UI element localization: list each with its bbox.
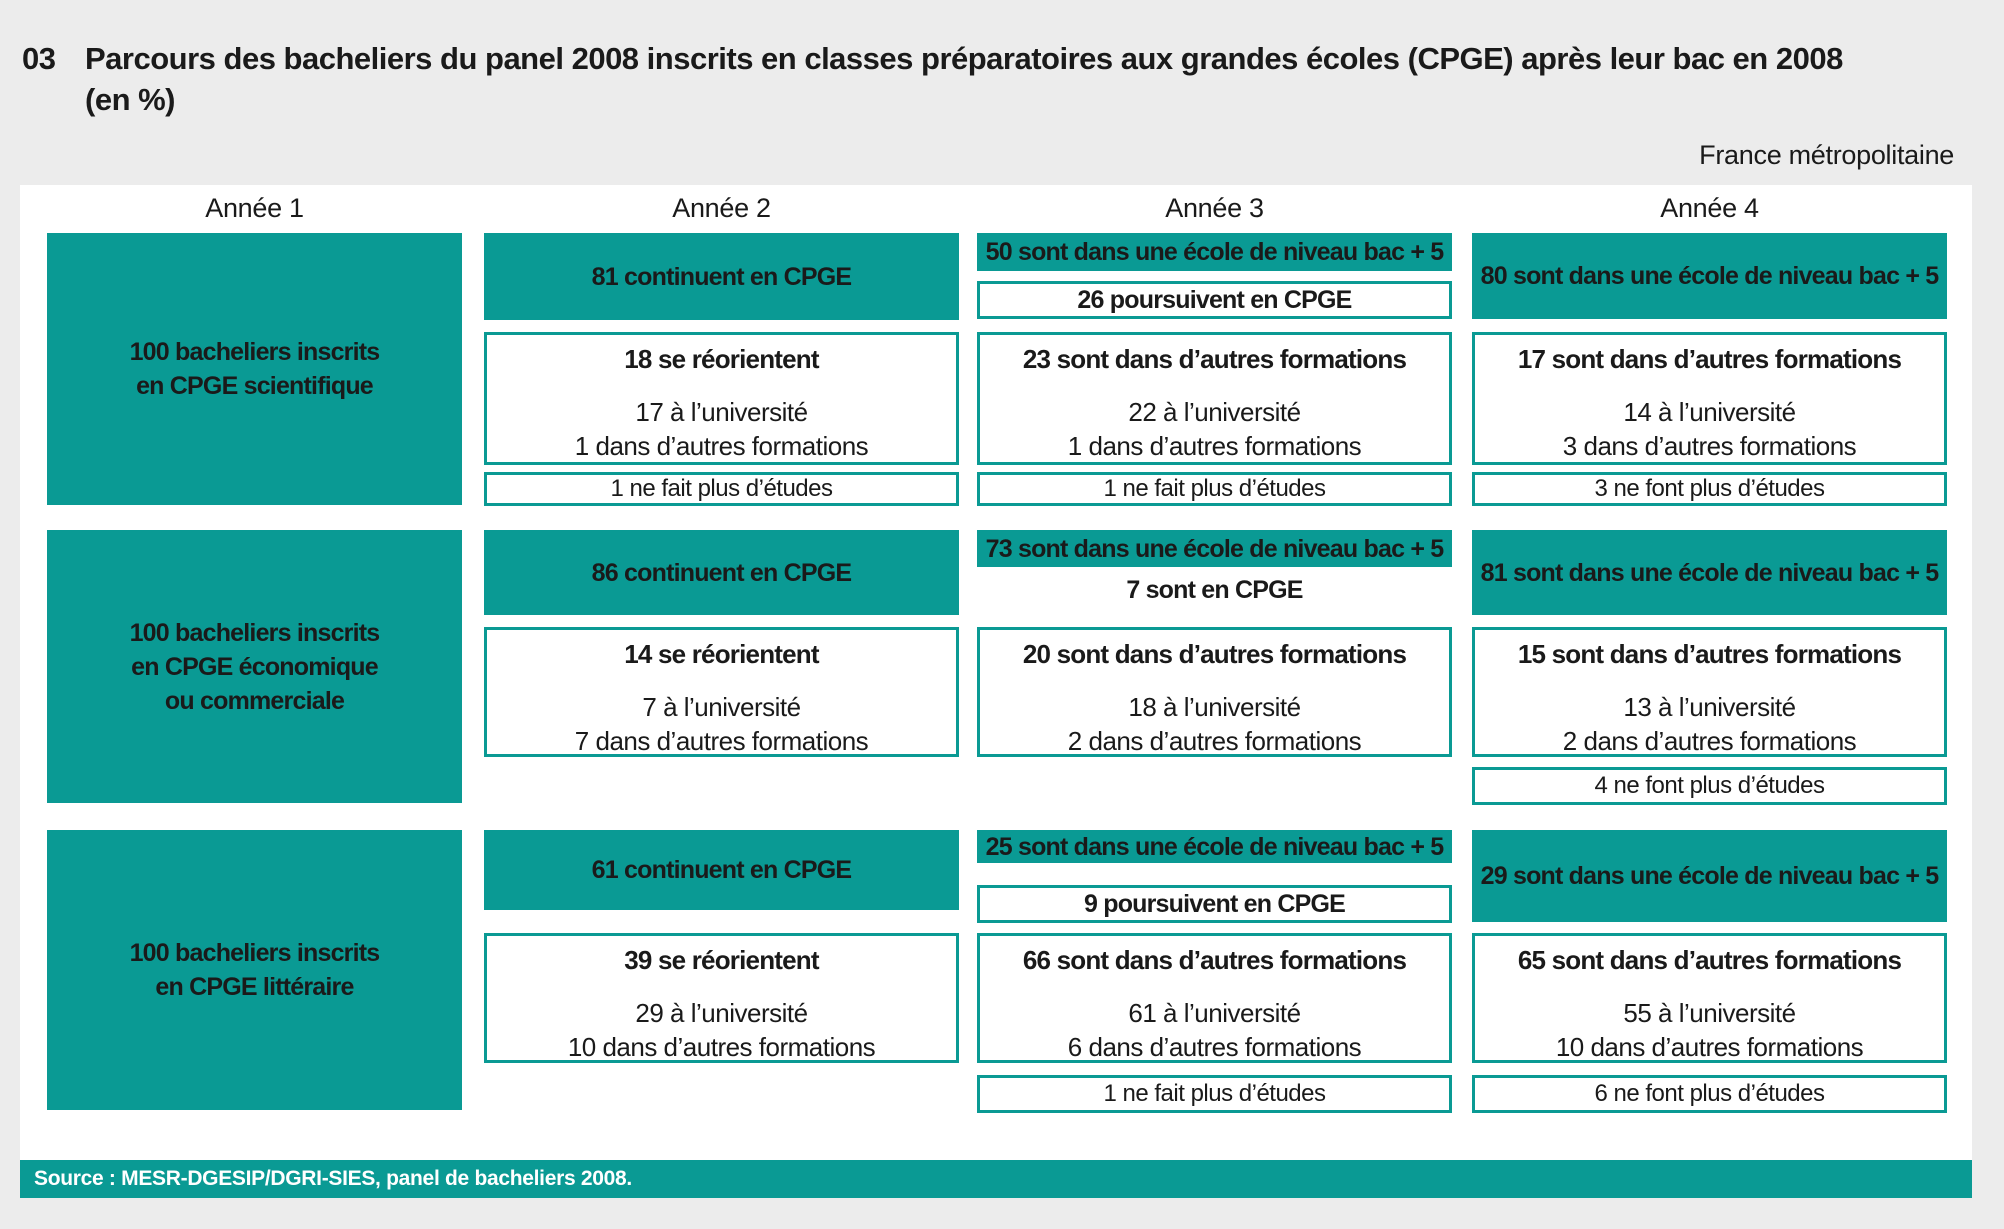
teal-box-label: 86 continuent en CPGE (591, 558, 852, 587)
column-header-annee-4: Année 4 (1660, 192, 1759, 223)
outcome-heading: 23 sont dans d’autres formations (1022, 344, 1407, 374)
cohort-line: 100 bacheliers inscrits (129, 939, 381, 967)
dropout-label: 1 ne fait plus d’études (610, 475, 834, 502)
outcome-box-row2-year4: 15 sont dans d’autres formations 13 à l’… (1472, 627, 1947, 757)
teal-box-row1-year4: 80 sont dans une école de niveau bac + 5 (1472, 233, 1947, 319)
dropout-label: 1 ne fait plus d’études (1103, 475, 1327, 502)
outcome-line: 2 dans d’autres formations (1067, 726, 1362, 756)
teal-box-label: 61 continuent en CPGE (591, 856, 852, 884)
outcome-heading: 15 sont dans d’autres formations (1517, 639, 1902, 669)
column-header-annee-2: Année 2 (672, 192, 771, 223)
teal-box-label: 80 sont dans une école de niveau bac + 5 (1480, 262, 1940, 290)
dropout-label: 4 ne font plus d’études (1594, 772, 1825, 799)
figure-unit: (en %) (85, 82, 176, 117)
outcome-box-row3-year2: 39 se réorientent 29 à l’université 10 d… (484, 933, 959, 1063)
figure-title-text: Parcours des bacheliers du panel 2008 in… (85, 41, 1843, 76)
outcome-line: 55 à l’université (1623, 998, 1796, 1028)
teal-box-label: 81 continuent en CPGE (591, 262, 852, 291)
outcome-box-row3-year3: 66 sont dans d’autres formations 61 à l’… (977, 933, 1452, 1063)
teal-box-row3-year3: 25 sont dans une école de niveau bac + 5 (977, 830, 1452, 863)
teal-box-label: 50 sont dans une école de niveau bac + 5 (985, 238, 1445, 266)
teal-box-row3-year2: 61 continuent en CPGE (484, 830, 959, 910)
teal-box-row1-year3: 50 sont dans une école de niveau bac + 5 (977, 233, 1452, 271)
cpge-continue-box-row3-year3: 9 poursuivent en CPGE (977, 885, 1452, 923)
outcome-heading: 20 sont dans d’autres formations (1022, 639, 1407, 669)
outcome-line: 6 dans d’autres formations (1067, 1032, 1362, 1062)
source-text: Source : MESR-DGESIP/DGRI-SIES, panel de… (34, 1167, 632, 1190)
outcome-heading: 39 se réorientent (624, 945, 819, 975)
cohort-line: en CPGE littéraire (155, 973, 354, 1001)
teal-box-label: 73 sont dans une école de niveau bac + 5 (985, 534, 1445, 563)
teal-box-row2-year4: 81 sont dans une école de niveau bac + 5 (1472, 530, 1947, 615)
outcome-line: 1 dans d’autres formations (1067, 431, 1362, 461)
teal-box-row2-year3: 73 sont dans une école de niveau bac + 5 (977, 530, 1452, 567)
cohort-line: 100 bacheliers inscrits (129, 338, 381, 366)
dropout-label: 6 ne font plus d’études (1594, 1080, 1825, 1107)
dropout-box-row1-year4: 3 ne font plus d’études (1472, 472, 1947, 506)
cohort-box-cpge-economique: 100 bacheliers inscrits en CPGE économiq… (47, 530, 462, 803)
figure-number: 03 (22, 41, 56, 76)
outcome-line: 7 dans d’autres formations (574, 726, 869, 756)
dropout-label: 1 ne fait plus d’études (1103, 1080, 1327, 1107)
dropout-box-row1-year2: 1 ne fait plus d’études (484, 472, 959, 506)
outcome-heading: 65 sont dans d’autres formations (1517, 945, 1902, 975)
cohort-box-cpge-litteraire: 100 bacheliers inscrits en CPGE littérai… (47, 830, 462, 1110)
figure-header: 03 Parcours des bacheliers du panel 2008… (22, 38, 1962, 120)
column-header-annee-1: Année 1 (205, 192, 304, 223)
dropout-box-row1-year3: 1 ne fait plus d’études (977, 472, 1452, 506)
figure-panel: Année 1 Année 2 Année 3 Année 4 100 bach… (20, 185, 1972, 1160)
outcome-heading: 66 sont dans d’autres formations (1022, 945, 1407, 975)
cpge-continue-text-row2-year3: 7 sont en CPGE (977, 571, 1452, 609)
outcome-line: 29 à l’université (635, 998, 808, 1028)
dropout-label: 3 ne font plus d’études (1594, 475, 1825, 502)
cohort-line: ou commerciale (164, 686, 345, 715)
outcome-box-row2-year3: 20 sont dans d’autres formations 18 à l’… (977, 627, 1452, 757)
region-label: France métropolitaine (1699, 140, 1954, 170)
column-header-annee-3: Année 3 (1165, 192, 1264, 223)
cpge-continue-label: 7 sont en CPGE (1126, 575, 1303, 604)
cohort-line: en CPGE scientifique (136, 372, 374, 400)
outcome-heading: 14 se réorientent (624, 639, 819, 669)
outcome-box-row2-year2: 14 se réorientent 7 à l’université 7 dan… (484, 627, 959, 757)
outcome-box-row1-year4: 17 sont dans d’autres formations 14 à l’… (1472, 332, 1947, 465)
outcome-line: 2 dans d’autres formations (1562, 726, 1857, 756)
dropout-box-row3-year4: 6 ne font plus d’études (1472, 1075, 1947, 1113)
teal-box-row1-year2: 81 continuent en CPGE (484, 233, 959, 320)
outcome-line: 22 à l’université (1128, 397, 1301, 427)
cpge-continue-box-row1-year3: 26 poursuivent en CPGE (977, 281, 1452, 319)
dropout-box-row2-year4: 4 ne font plus d’études (1472, 767, 1947, 805)
figure-title: Parcours des bacheliers du panel 2008 in… (85, 38, 1962, 120)
cohort-line: en CPGE économique (131, 652, 379, 681)
outcome-box-row3-year4: 65 sont dans d’autres formations 55 à l’… (1472, 933, 1947, 1063)
outcome-line: 17 à l’université (635, 397, 808, 427)
outcome-line: 13 à l’université (1623, 692, 1796, 722)
outcome-line: 14 à l’université (1623, 397, 1796, 427)
cohort-box-cpge-scientifique: 100 bacheliers inscrits en CPGE scientif… (47, 233, 462, 505)
outcome-line: 10 dans d’autres formations (1555, 1032, 1864, 1062)
teal-box-row3-year4: 29 sont dans une école de niveau bac + 5 (1472, 830, 1947, 922)
cpge-continue-label: 26 poursuivent en CPGE (1077, 285, 1352, 314)
cpge-continue-label: 9 poursuivent en CPGE (1083, 889, 1346, 918)
outcome-box-row1-year3: 23 sont dans d’autres formations 22 à l’… (977, 332, 1452, 465)
teal-box-label: 81 sont dans une école de niveau bac + 5 (1480, 558, 1940, 587)
teal-box-label: 25 sont dans une école de niveau bac + 5 (985, 832, 1445, 861)
outcome-box-row1-year2: 18 se réorientent 17 à l’université 1 da… (484, 332, 959, 465)
outcome-heading: 17 sont dans d’autres formations (1517, 344, 1902, 374)
outcome-line: 3 dans d’autres formations (1562, 431, 1857, 461)
cohort-line: 100 bacheliers inscrits (129, 618, 381, 647)
outcome-line: 18 à l’université (1128, 692, 1301, 722)
outcome-line: 61 à l’université (1128, 998, 1301, 1028)
outcome-line: 1 dans d’autres formations (574, 431, 869, 461)
dropout-box-row3-year3: 1 ne fait plus d’études (977, 1075, 1452, 1113)
source-bar: Source : MESR-DGESIP/DGRI-SIES, panel de… (20, 1160, 1972, 1198)
outcome-heading: 18 se réorientent (624, 344, 819, 374)
teal-box-label: 29 sont dans une école de niveau bac + 5 (1480, 862, 1940, 890)
teal-box-row2-year2: 86 continuent en CPGE (484, 530, 959, 615)
outcome-line: 7 à l’université (642, 692, 801, 722)
outcome-line: 10 dans d’autres formations (567, 1032, 876, 1062)
